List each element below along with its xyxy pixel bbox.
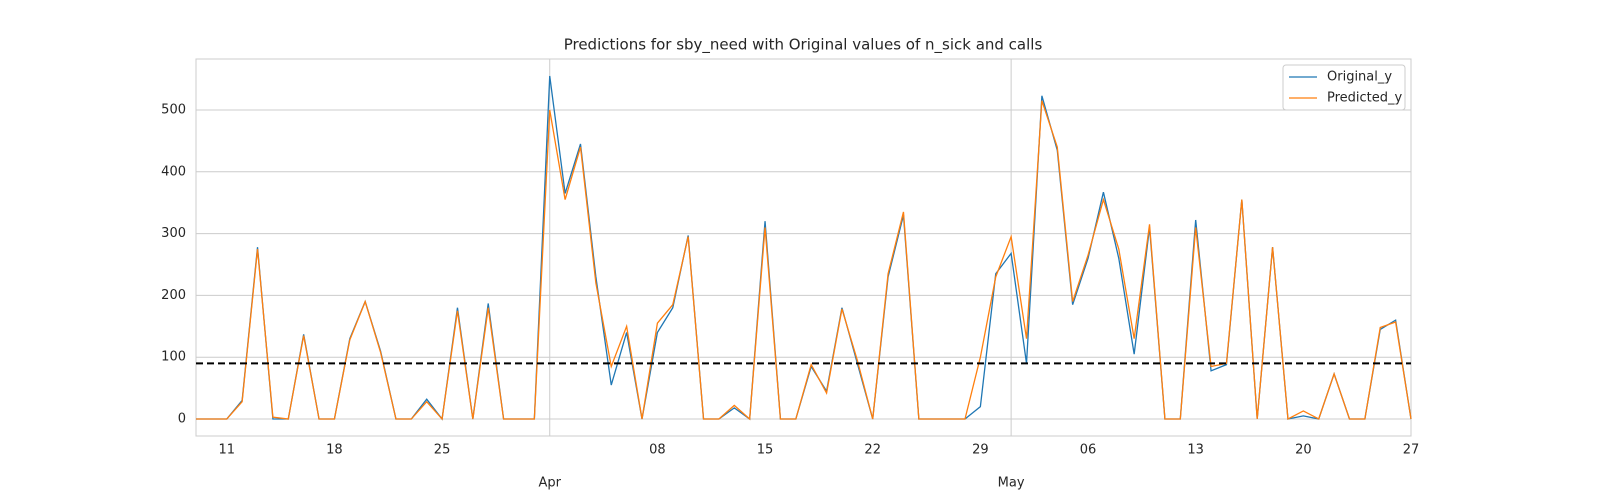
legend: Original_y Predicted_y <box>1282 64 1406 111</box>
y-tick-label: 300 <box>161 226 186 241</box>
chart-title: Predictions for sby_need with Original v… <box>564 36 1043 55</box>
legend-box <box>1282 64 1406 111</box>
x-tick-label: 18 <box>326 443 343 458</box>
x-major-tick-label: Apr <box>538 476 561 491</box>
x-tick-label: 25 <box>434 443 451 458</box>
x-major-tick-label: May <box>998 476 1025 491</box>
x-tick-label: 20 <box>1295 443 1312 458</box>
x-tick-label: 27 <box>1403 443 1420 458</box>
x-tick-label: 22 <box>864 443 881 458</box>
y-tick-label: 100 <box>161 350 186 365</box>
y-tick-label: 0 <box>178 412 186 427</box>
x-tick-label: 13 <box>1187 443 1204 458</box>
x-tick-label: 11 <box>218 443 235 458</box>
x-tick-label: 08 <box>649 443 666 458</box>
x-tick-label: 15 <box>757 443 774 458</box>
series-line <box>196 100 1412 421</box>
y-tick-label: 400 <box>161 164 186 179</box>
y-tick-label: 200 <box>161 288 186 303</box>
x-tick-label: 06 <box>1080 443 1097 458</box>
y-tick-label: 500 <box>161 102 186 117</box>
x-tick-label: 29 <box>972 443 989 458</box>
plot-area <box>195 58 1412 437</box>
legend-label: Predicted_y <box>1327 91 1403 106</box>
legend-label: Original_y <box>1327 70 1392 85</box>
